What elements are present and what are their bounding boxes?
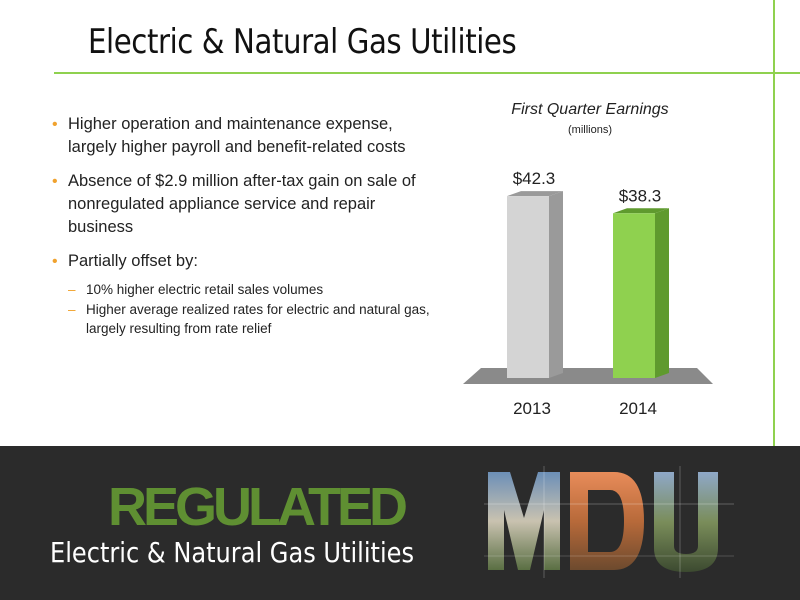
bullet-item: • Higher operation and maintenance expen… bbox=[52, 113, 432, 159]
category-label: 2013 bbox=[513, 399, 551, 418]
bullet-item: • Absence of $2.9 million after-tax gain… bbox=[52, 170, 432, 239]
bullet-dot-icon: • bbox=[52, 116, 58, 133]
sub-bullet-item: – 10% higher electric retail sales volum… bbox=[52, 280, 432, 299]
chart-floor bbox=[463, 368, 713, 384]
bar-top bbox=[613, 208, 669, 214]
footer-subtitle: Electric & Natural Gas Utilities bbox=[50, 536, 415, 569]
bullet-text: Partially offset by: bbox=[68, 252, 198, 270]
accent-vertical-line bbox=[773, 0, 775, 446]
chart-subtitle: (millions) bbox=[568, 124, 612, 136]
sub-bullet-text: Higher average realized rates for electr… bbox=[86, 302, 430, 336]
bar-side bbox=[549, 191, 563, 378]
bullet-text: Absence of $2.9 million after-tax gain o… bbox=[68, 172, 416, 236]
category-label: 2014 bbox=[619, 399, 657, 418]
dash-icon: – bbox=[68, 282, 76, 297]
slide-title: Electric & Natural Gas Utilities bbox=[88, 22, 517, 62]
bar bbox=[507, 196, 549, 378]
sub-bullet-item: – Higher average realized rates for elec… bbox=[52, 300, 432, 338]
bar bbox=[613, 213, 655, 378]
bullet-dot-icon: • bbox=[52, 173, 58, 190]
bar-value-label: $42.3 bbox=[513, 169, 556, 188]
mdu-logo bbox=[484, 466, 734, 578]
dash-icon: – bbox=[68, 302, 76, 317]
bullet-text: Higher operation and maintenance expense… bbox=[68, 115, 406, 156]
sub-bullet-text: 10% higher electric retail sales volumes bbox=[86, 282, 324, 297]
footer-band: REGULATED Electric & Natural Gas Utiliti… bbox=[0, 446, 800, 600]
bullet-dot-icon: • bbox=[52, 253, 58, 270]
earnings-chart: $42.3 2013 $38.3 2014 bbox=[463, 169, 713, 418]
bar-side bbox=[655, 208, 669, 378]
chart-title: First Quarter Earnings bbox=[511, 101, 669, 118]
regulated-banner: REGULATED bbox=[108, 477, 408, 537]
bullet-list: • Higher operation and maintenance expen… bbox=[52, 113, 432, 343]
bar-top bbox=[507, 191, 563, 197]
bullet-item: • Partially offset by: bbox=[52, 250, 432, 273]
accent-horizontal-line bbox=[54, 72, 800, 74]
bar-value-label: $38.3 bbox=[619, 186, 662, 205]
